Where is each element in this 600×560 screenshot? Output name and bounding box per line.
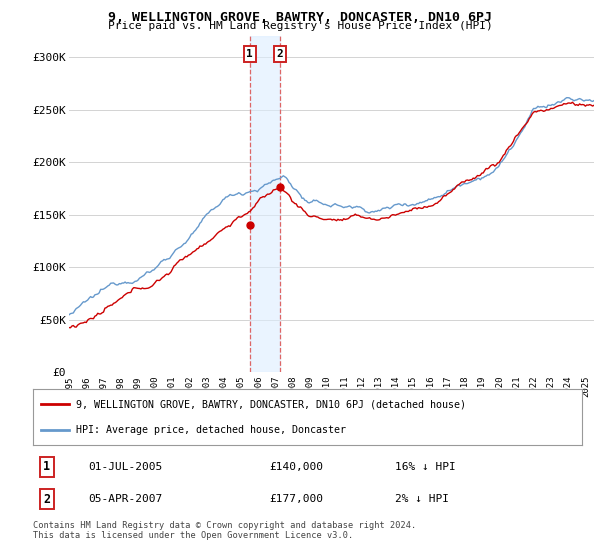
- Text: 05-APR-2007: 05-APR-2007: [88, 494, 162, 504]
- Text: 2: 2: [43, 493, 50, 506]
- Text: 2% ↓ HPI: 2% ↓ HPI: [395, 494, 449, 504]
- Text: Price paid vs. HM Land Registry's House Price Index (HPI): Price paid vs. HM Land Registry's House …: [107, 21, 493, 31]
- Text: 1: 1: [43, 460, 50, 473]
- Text: 1: 1: [247, 49, 253, 59]
- Text: 01-JUL-2005: 01-JUL-2005: [88, 462, 162, 472]
- Text: £140,000: £140,000: [269, 462, 323, 472]
- Text: 9, WELLINGTON GROVE, BAWTRY, DONCASTER, DN10 6PJ (detached house): 9, WELLINGTON GROVE, BAWTRY, DONCASTER, …: [76, 399, 466, 409]
- Text: 9, WELLINGTON GROVE, BAWTRY, DONCASTER, DN10 6PJ: 9, WELLINGTON GROVE, BAWTRY, DONCASTER, …: [108, 11, 492, 24]
- Bar: [250, 36, 280, 372]
- Text: 2: 2: [277, 49, 283, 59]
- Text: £177,000: £177,000: [269, 494, 323, 504]
- Text: HPI: Average price, detached house, Doncaster: HPI: Average price, detached house, Donc…: [76, 425, 346, 435]
- Text: 16% ↓ HPI: 16% ↓ HPI: [395, 462, 456, 472]
- Text: Contains HM Land Registry data © Crown copyright and database right 2024.
This d: Contains HM Land Registry data © Crown c…: [33, 521, 416, 540]
